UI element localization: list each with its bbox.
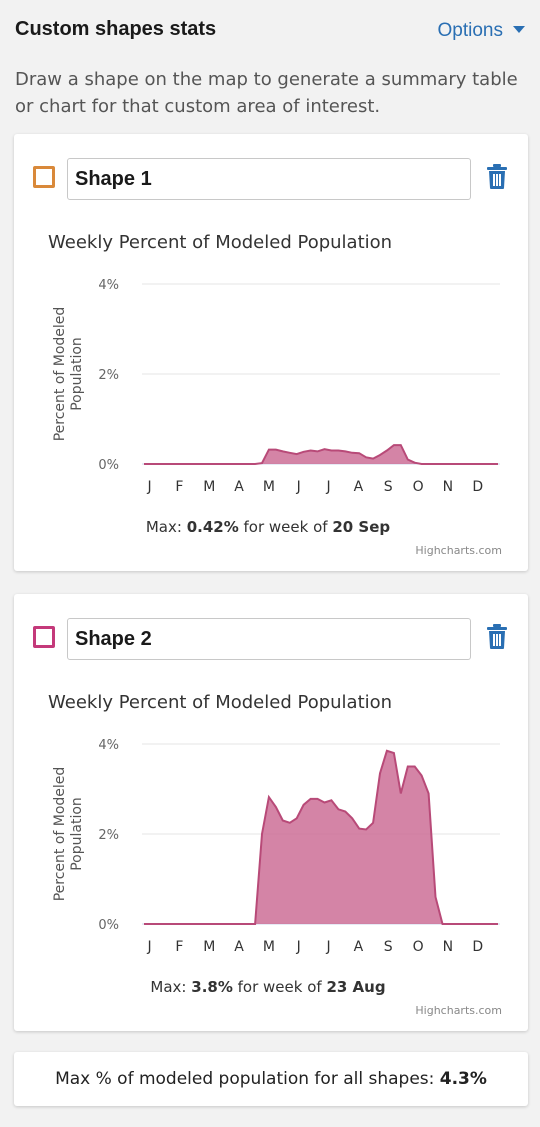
options-dropdown[interactable]: Options — [438, 20, 525, 42]
y-tick-label: 0% — [98, 458, 119, 473]
x-tick-label: J — [296, 479, 301, 495]
x-tick-label: A — [354, 479, 364, 495]
x-tick-label: J — [296, 939, 301, 955]
x-tick-label: O — [413, 479, 424, 495]
shape-name-input[interactable] — [67, 158, 471, 200]
panel-title: Custom shapes stats — [15, 18, 217, 40]
caret-down-icon[interactable] — [513, 26, 525, 33]
chart-credit: Highcharts.com — [415, 544, 502, 557]
panel-description: Draw a shape on the map to generate a su… — [15, 69, 518, 117]
x-tick-label: M — [203, 479, 215, 495]
y-axis-title-line: Percent of Modeled — [52, 767, 68, 902]
max-caption: Max: 0.42% for week of 20 Sep — [146, 518, 391, 536]
y-axis-title: Percent of Modeled Population — [52, 767, 85, 902]
x-tick-label: J — [326, 479, 331, 495]
x-tick-label: J — [147, 939, 152, 955]
x-tick-label: M — [203, 939, 215, 955]
y-tick-label: 4% — [98, 738, 119, 753]
y-axis-title-line: Population — [69, 797, 85, 871]
max-caption-value: 0.42% — [187, 518, 239, 536]
max-caption-date: 20 Sep — [332, 518, 390, 536]
max-caption-value: 3.8% — [191, 978, 233, 996]
shape-color-swatch — [33, 626, 55, 648]
x-tick-label: J — [326, 939, 331, 955]
chart-title: Weekly Percent of Modeled Population — [48, 232, 392, 253]
chart-title: Weekly Percent of Modeled Population — [48, 692, 392, 713]
x-tick-label: S — [384, 479, 393, 495]
x-tick-label: A — [234, 939, 244, 955]
shape-card-2: Weekly Percent of Modeled Population 0% 2%… — [14, 594, 528, 1031]
series-area — [144, 750, 498, 924]
shape-color-swatch — [33, 166, 55, 188]
max-caption-prefix: Max: — [150, 978, 191, 996]
trash-icon[interactable] — [486, 164, 508, 190]
y-axis-title-line: Percent of Modeled — [52, 307, 68, 442]
x-tick-label: M — [263, 479, 275, 495]
x-tick-label: D — [472, 939, 483, 955]
max-caption: Max: 3.8% for week of 23 Aug — [150, 978, 385, 996]
y-axis-title: Percent of Modeled Population — [52, 307, 85, 442]
x-tick-label: N — [443, 479, 453, 495]
summary-value: 4.3% — [439, 1069, 487, 1089]
weekly-population-chart: Weekly Percent of Modeled Population 0% 2%… — [48, 232, 502, 557]
shape-name-input[interactable] — [67, 618, 471, 660]
series-area — [144, 445, 498, 464]
max-caption-date: 23 Aug — [326, 978, 385, 996]
trash-icon-graphic[interactable] — [486, 164, 508, 190]
y-tick-label: 0% — [98, 918, 119, 933]
chart-credit: Highcharts.com — [415, 1004, 502, 1017]
trash-icon-graphic[interactable] — [486, 624, 508, 650]
x-tick-label: M — [263, 939, 275, 955]
x-tick-label: N — [443, 939, 453, 955]
y-tick-label: 2% — [98, 828, 119, 843]
x-tick-label: O — [413, 939, 424, 955]
shape-card-1: Weekly Percent of Modeled Population 0% 2%… — [14, 134, 528, 571]
max-caption-prefix: Max: — [146, 518, 187, 536]
x-tick-label: F — [175, 479, 183, 495]
trash-icon[interactable] — [486, 624, 508, 650]
panel-header: Custom shapes stats Options — [15, 18, 525, 48]
series-line — [144, 749, 498, 925]
options-label[interactable]: Options — [437, 20, 503, 41]
y-tick-label: 4% — [98, 278, 119, 293]
max-caption-middle: for week of — [239, 518, 333, 536]
x-tick-label: A — [354, 939, 364, 955]
x-tick-label: A — [234, 479, 244, 495]
y-tick-label: 2% — [98, 368, 119, 383]
x-tick-label: D — [472, 479, 483, 495]
summary-label: Max % of modeled population for all shap… — [55, 1069, 440, 1089]
weekly-population-chart: Weekly Percent of Modeled Population 0% 2%… — [48, 692, 502, 1017]
summary-box: Max % of modeled population for all shap… — [14, 1052, 528, 1106]
y-axis-title-line: Population — [69, 337, 85, 411]
x-tick-label: F — [175, 939, 183, 955]
x-tick-label: J — [147, 479, 152, 495]
max-caption-middle: for week of — [233, 978, 327, 996]
series-line — [144, 444, 498, 465]
x-tick-label: S — [384, 939, 393, 955]
